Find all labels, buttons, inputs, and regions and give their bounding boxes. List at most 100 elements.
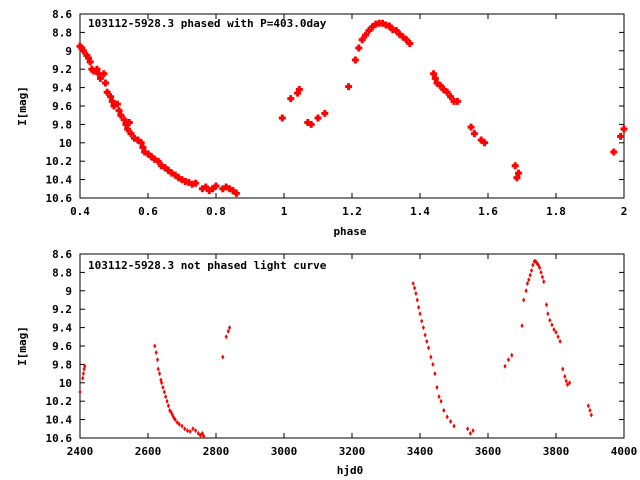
data-point xyxy=(417,304,421,310)
y-tick-label: 9 xyxy=(65,285,72,298)
data-point xyxy=(445,414,449,420)
x-tick-label: 1 xyxy=(281,205,288,218)
data-point xyxy=(222,183,230,191)
data-point xyxy=(522,297,526,303)
data-point xyxy=(287,95,295,103)
data-point xyxy=(161,384,165,390)
data-point xyxy=(165,398,169,404)
data-point xyxy=(411,280,415,286)
data-point xyxy=(155,357,160,363)
data-point xyxy=(542,279,546,285)
data-point xyxy=(355,44,363,52)
data-point xyxy=(431,361,435,367)
data-point xyxy=(196,430,200,436)
data-point xyxy=(467,123,475,131)
y-tick-label: 9.6 xyxy=(52,100,72,113)
data-point xyxy=(433,79,441,87)
y-tick-label: 9.8 xyxy=(52,358,72,371)
data-point xyxy=(443,88,451,96)
data-point xyxy=(82,366,86,372)
data-point xyxy=(314,114,322,122)
y-tick-label: 9.8 xyxy=(52,118,72,131)
y-axis-label: I[mag] xyxy=(16,326,29,366)
data-point xyxy=(396,30,404,38)
data-point xyxy=(440,85,448,93)
y-tick-label: 9.2 xyxy=(52,63,72,76)
data-point xyxy=(392,27,400,35)
data-point xyxy=(185,178,193,186)
data-point xyxy=(402,36,410,44)
data-point xyxy=(426,345,431,351)
x-tick-label: 1.4 xyxy=(410,205,430,218)
x-tick-label: 1.2 xyxy=(342,205,362,218)
data-point xyxy=(520,323,524,329)
data-point xyxy=(144,150,152,158)
data-point xyxy=(307,120,315,128)
data-point xyxy=(90,67,98,75)
data-point xyxy=(429,354,433,360)
data-point xyxy=(481,139,489,147)
data-point xyxy=(168,169,176,177)
data-point xyxy=(209,185,217,193)
data-point xyxy=(471,428,475,434)
x-tick-label: 2400 xyxy=(67,445,94,458)
data-point xyxy=(130,134,138,142)
data-point xyxy=(546,311,550,317)
data-point xyxy=(103,88,111,96)
x-tick-label: 0.8 xyxy=(206,205,226,218)
data-point xyxy=(421,325,425,331)
data-point xyxy=(88,65,96,73)
data-point xyxy=(158,162,166,170)
data-point xyxy=(122,120,130,128)
data-point xyxy=(127,130,135,138)
data-point xyxy=(511,162,519,170)
data-point xyxy=(191,426,195,432)
x-tick-label: 3800 xyxy=(543,445,570,458)
data-point xyxy=(124,125,132,133)
data-point xyxy=(564,378,568,384)
data-point xyxy=(610,148,618,156)
data-point xyxy=(202,183,210,191)
data-point xyxy=(321,109,329,117)
data-point xyxy=(226,328,230,334)
data-point xyxy=(588,407,592,413)
x-axis-label: hjd0 xyxy=(337,464,364,477)
data-point xyxy=(134,136,142,144)
x-tick-label: 0.4 xyxy=(70,205,90,218)
data-point xyxy=(538,265,542,271)
data-point xyxy=(178,176,186,184)
data-point xyxy=(141,148,149,156)
data-point xyxy=(617,132,625,140)
data-point xyxy=(221,354,225,360)
data-point xyxy=(192,179,200,187)
data-point xyxy=(586,403,590,409)
x-tick-label: 3000 xyxy=(271,445,298,458)
x-tick-label: 0.6 xyxy=(138,205,158,218)
data-point xyxy=(415,297,419,303)
data-point xyxy=(513,174,521,182)
data-point xyxy=(515,169,523,177)
data-point xyxy=(414,291,418,297)
data-point xyxy=(561,366,565,372)
data-point xyxy=(362,31,370,39)
data-point xyxy=(295,85,303,93)
data-point xyxy=(563,373,567,379)
data-point xyxy=(368,23,376,31)
x-tick-label: 4000 xyxy=(611,445,638,458)
data-point xyxy=(589,412,593,418)
data-point xyxy=(183,426,187,432)
x-axis-label: phase xyxy=(333,225,366,238)
panel-title: 103112-5928.3 phased with P=403.0day xyxy=(88,17,327,30)
data-point xyxy=(83,363,87,369)
data-point xyxy=(229,187,237,195)
data-point xyxy=(412,285,417,291)
data-point xyxy=(212,182,220,190)
data-point xyxy=(534,258,538,264)
y-tick-label: 10.4 xyxy=(46,174,73,187)
x-tick-label: 3200 xyxy=(339,445,366,458)
y-tick-label: 10.4 xyxy=(46,414,73,427)
data-point xyxy=(278,114,286,122)
data-point xyxy=(385,22,393,30)
data-point xyxy=(219,185,227,193)
